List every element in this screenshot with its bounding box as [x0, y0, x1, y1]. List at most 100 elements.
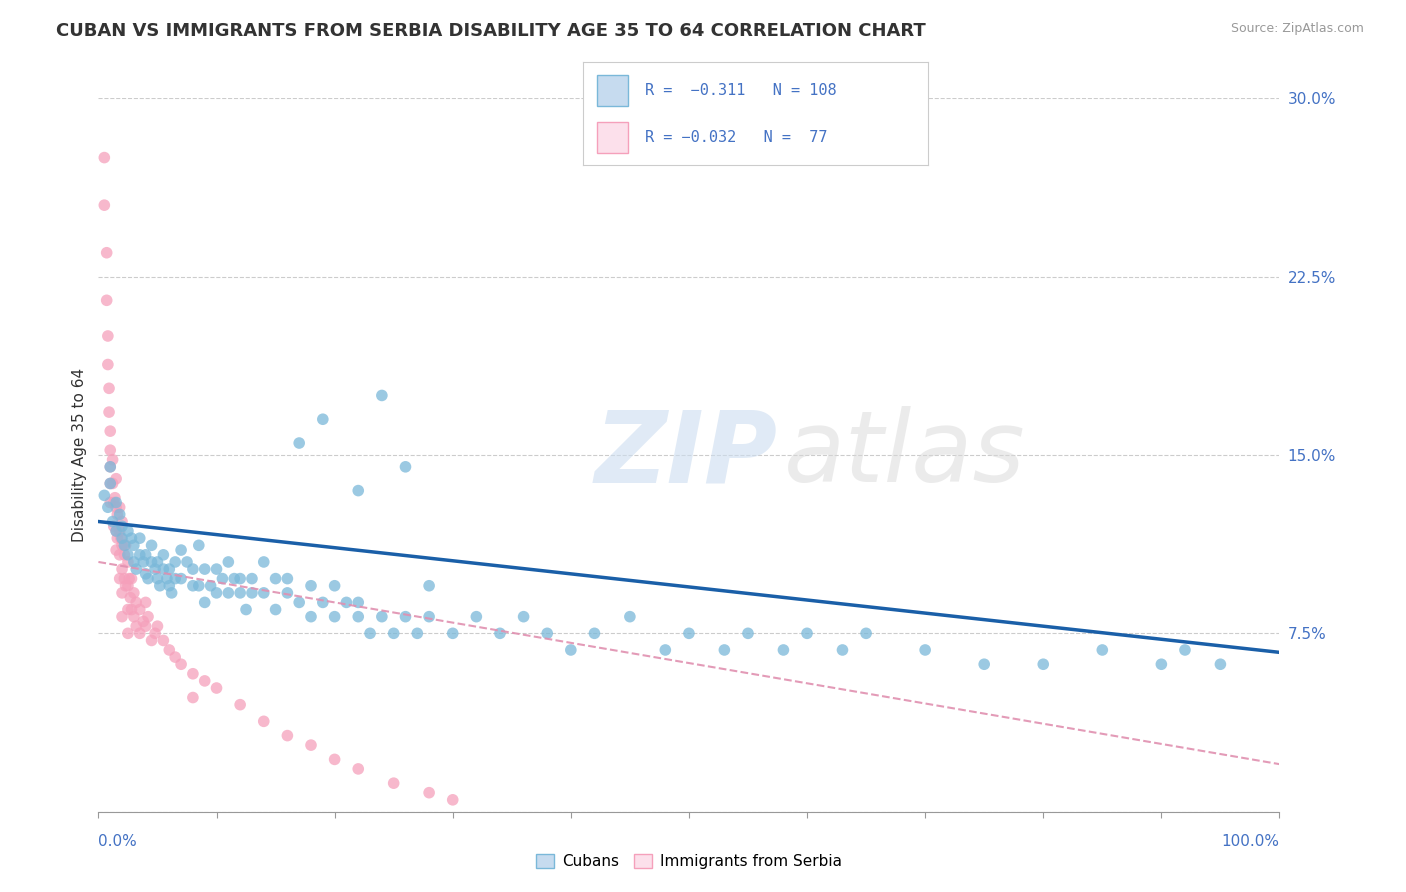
Point: [288, 595, 311, 609]
Text: Source: ZipAtlas.com: Source: ZipAtlas.com: [1230, 22, 1364, 36]
Point: [141, 633, 163, 648]
Point: [146, 619, 169, 633]
Point: [141, 555, 163, 569]
Point: [157, 579, 180, 593]
Point: [117, 626, 139, 640]
Point: [111, 586, 134, 600]
Point: [111, 538, 134, 552]
FancyBboxPatch shape: [598, 122, 628, 153]
Point: [122, 586, 145, 600]
Legend: Cubans, Immigrants from Serbia: Cubans, Immigrants from Serbia: [530, 848, 848, 875]
Point: [170, 543, 193, 558]
Point: [97, 500, 120, 515]
Point: [128, 626, 150, 640]
Point: [796, 626, 818, 640]
Point: [1150, 657, 1173, 672]
Text: ZIP: ZIP: [595, 407, 778, 503]
Point: [181, 690, 204, 705]
Point: [149, 579, 172, 593]
Point: [117, 579, 139, 593]
Point: [97, 358, 120, 372]
Point: [323, 752, 346, 766]
Point: [105, 508, 128, 522]
Point: [205, 681, 228, 695]
Point: [240, 586, 263, 600]
Point: [121, 602, 143, 616]
Point: [382, 776, 405, 790]
Point: [418, 579, 440, 593]
Point: [103, 519, 125, 533]
Point: [406, 626, 429, 640]
Point: [312, 595, 335, 609]
Point: [98, 459, 121, 474]
Point: [181, 666, 204, 681]
Point: [105, 495, 128, 509]
Point: [217, 555, 239, 569]
Point: [93, 488, 115, 502]
Point: [211, 572, 233, 586]
Point: [111, 519, 134, 533]
Point: [132, 555, 155, 569]
Point: [187, 579, 209, 593]
Point: [347, 609, 370, 624]
Point: [143, 562, 166, 576]
Point: [359, 626, 381, 640]
Point: [253, 555, 276, 569]
Point: [120, 591, 142, 605]
Text: atlas: atlas: [783, 407, 1025, 503]
Point: [114, 579, 136, 593]
Point: [229, 586, 252, 600]
Point: [112, 548, 135, 562]
Point: [128, 531, 150, 545]
Point: [93, 151, 115, 165]
Point: [141, 538, 163, 552]
Point: [111, 609, 134, 624]
Point: [165, 572, 187, 586]
Point: [97, 329, 120, 343]
Point: [105, 472, 128, 486]
Point: [772, 643, 794, 657]
Point: [914, 643, 936, 657]
Point: [299, 738, 322, 752]
Y-axis label: Disability Age 35 to 64: Disability Age 35 to 64: [72, 368, 87, 542]
Point: [118, 572, 141, 586]
Point: [737, 626, 759, 640]
Point: [101, 476, 124, 491]
Point: [125, 619, 148, 633]
Point: [1174, 643, 1197, 657]
Point: [108, 548, 131, 562]
Text: R = −0.032   N =  77: R = −0.032 N = 77: [645, 130, 828, 145]
Point: [121, 531, 143, 545]
Point: [323, 609, 346, 624]
Point: [105, 524, 128, 538]
Point: [146, 572, 169, 586]
Point: [111, 515, 134, 529]
Point: [347, 595, 370, 609]
Point: [143, 626, 166, 640]
Text: 0.0%: 0.0%: [98, 834, 138, 849]
Point: [135, 548, 157, 562]
Point: [288, 436, 311, 450]
Point: [110, 531, 132, 545]
Point: [536, 626, 558, 640]
Point: [105, 524, 128, 538]
Point: [181, 579, 204, 593]
Point: [111, 562, 134, 576]
Point: [583, 626, 606, 640]
Point: [441, 626, 464, 640]
Point: [217, 586, 239, 600]
Point: [253, 714, 276, 729]
Point: [229, 572, 252, 586]
Point: [125, 562, 148, 576]
Point: [678, 626, 700, 640]
Point: [125, 595, 148, 609]
Point: [181, 562, 204, 576]
Point: [103, 495, 125, 509]
Point: [229, 698, 252, 712]
Point: [194, 673, 217, 688]
Text: CUBAN VS IMMIGRANTS FROM SERBIA DISABILITY AGE 35 TO 64 CORRELATION CHART: CUBAN VS IMMIGRANTS FROM SERBIA DISABILI…: [56, 22, 927, 40]
Point: [117, 524, 139, 538]
Point: [831, 643, 853, 657]
Point: [264, 572, 287, 586]
Point: [205, 562, 228, 576]
